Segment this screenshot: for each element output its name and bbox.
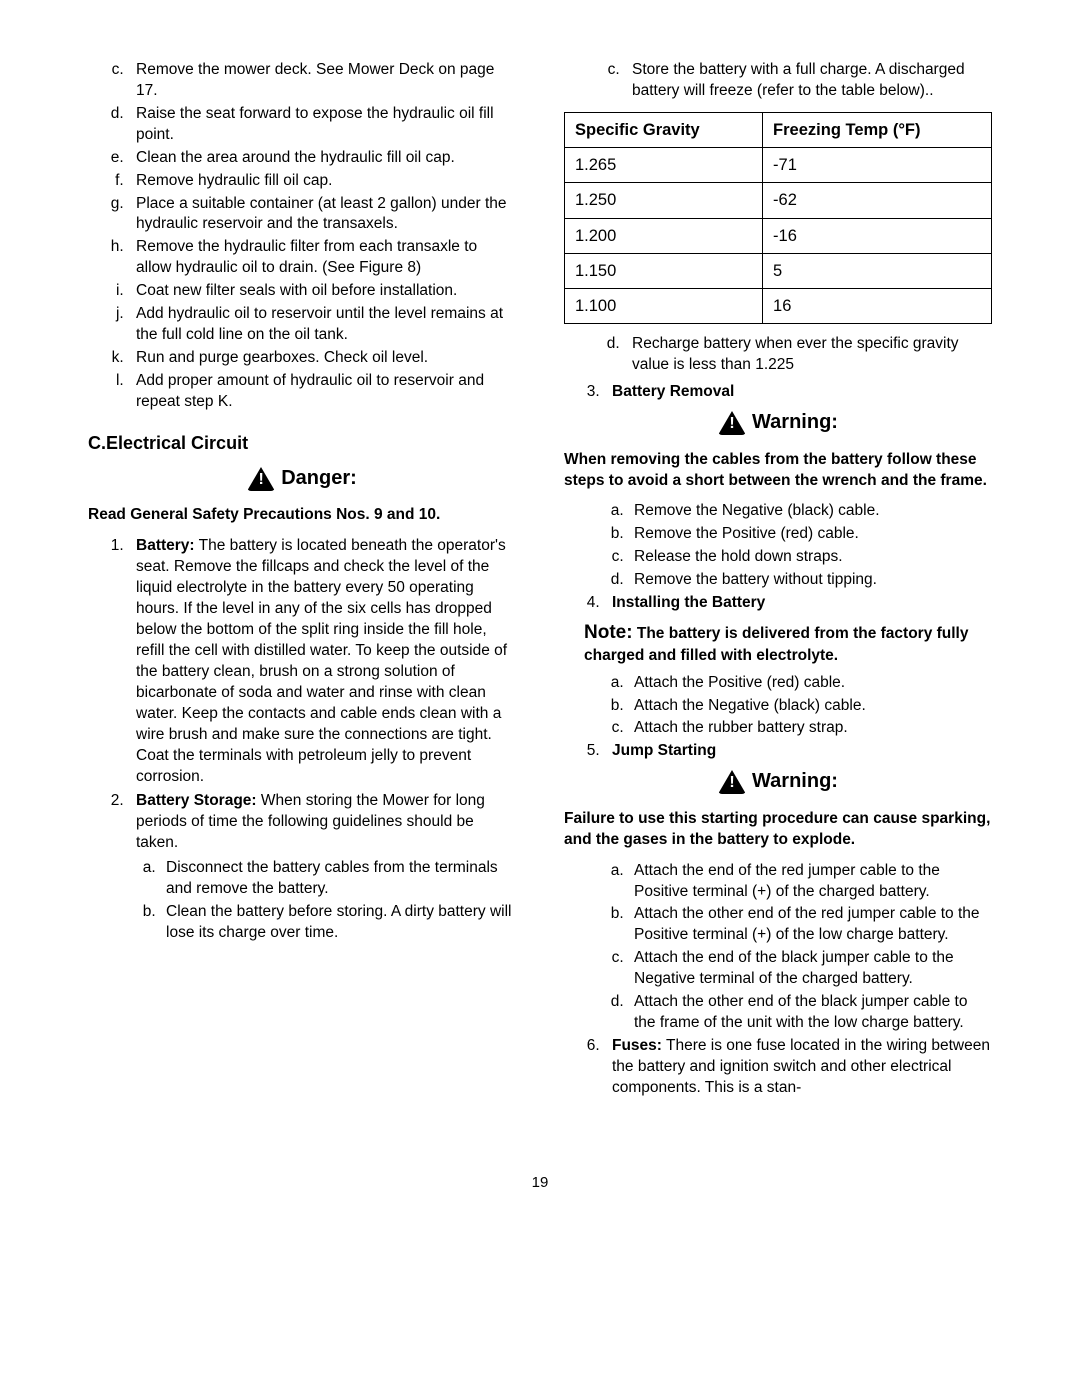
list-item: Remove the battery without tipping. [628, 570, 992, 591]
list-item: Attach the other end of the black jumper… [628, 992, 992, 1034]
cell: 1.250 [565, 183, 763, 218]
danger-callout: ! Danger: [88, 465, 516, 497]
item3: Battery Removal [604, 382, 992, 403]
list-item: Release the hold down straps. [628, 547, 992, 568]
table-row: 1.10016 [565, 289, 992, 324]
battery-lead: Battery: [136, 537, 195, 554]
freezing-temp-table: Specific Gravity Freezing Temp (°F) 1.26… [564, 112, 992, 325]
list-item: Remove the hydraulic filter from each tr… [128, 237, 516, 279]
page-number: 19 [0, 1173, 1080, 1223]
installing-section: Installing the Battery [564, 593, 992, 614]
warning-1-text: When removing the cables from the batter… [564, 450, 992, 492]
hydraulic-steps-list: Remove the mower deck. See Mower Deck on… [88, 60, 516, 413]
list-item: Remove the Negative (black) cable. [628, 501, 992, 522]
list-item: Remove the Positive (red) cable. [628, 524, 992, 545]
battery-removal-section: Battery Removal [564, 382, 992, 403]
fuses-section: Fuses: There is one fuse located in the … [564, 1036, 992, 1099]
list-item: Add hydraulic oil to reservoir until the… [128, 304, 516, 346]
fuses-text: There is one fuse located in the wiring … [612, 1037, 990, 1096]
item5: Jump Starting [604, 741, 992, 762]
danger-icon: ! [247, 467, 275, 491]
jump-starting-heading: Jump Starting [612, 742, 716, 759]
list-item: Clean the battery before storing. A dirt… [160, 902, 516, 944]
list-item: Attach the rubber battery strap. [628, 718, 992, 739]
table-row: 1.200-16 [565, 218, 992, 253]
warning-label: Warning: [752, 409, 838, 436]
battery-storage-lead: Battery Storage: [136, 792, 257, 809]
warning-icon: ! [718, 770, 746, 794]
list-item-battery-storage: Battery Storage: When storing the Mower … [128, 791, 516, 943]
list-item: Raise the seat forward to expose the hyd… [128, 104, 516, 146]
fuses-lead: Fuses: [612, 1037, 662, 1054]
jump-steps: Attach the end of the red jumper cable t… [604, 861, 992, 1034]
battery-info-list: Battery: The battery is located beneath … [88, 536, 516, 944]
list-item: Coat new filter seals with oil before in… [128, 281, 516, 302]
cell: 5 [763, 253, 992, 288]
item6: Fuses: There is one fuse located in the … [604, 1036, 992, 1099]
right-column: Store the battery with a full charge. A … [564, 60, 992, 1103]
removal-steps: Remove the Negative (black) cable. Remov… [604, 501, 992, 591]
storage-continue-list-d: Recharge battery when ever the specific … [584, 334, 992, 376]
storage-continue-list: Store the battery with a full charge. A … [584, 60, 992, 102]
table-row: 1.250-62 [565, 183, 992, 218]
list-item: Clean the area around the hydraulic fill… [128, 148, 516, 169]
note-paragraph: Note: The battery is delivered from the … [584, 620, 992, 667]
list-item: Remove hydraulic fill oil cap. [128, 171, 516, 192]
list-item: Disconnect the battery cables from the t… [160, 858, 516, 900]
cell: -62 [763, 183, 992, 218]
warning-2-text: Failure to use this starting procedure c… [564, 809, 992, 851]
cell: 1.100 [565, 289, 763, 324]
left-column: Remove the mower deck. See Mower Deck on… [88, 60, 516, 1103]
list-item: Attach the other end of the red jumper c… [628, 904, 992, 946]
list-item-battery: Battery: The battery is located beneath … [128, 536, 516, 787]
table-row: 1.1505 [565, 253, 992, 288]
battery-removal-heading: Battery Removal [612, 383, 734, 400]
cell: -16 [763, 218, 992, 253]
list-item: Add proper amount of hydraulic oil to re… [128, 371, 516, 413]
item4: Installing the Battery [604, 593, 992, 614]
warning-label-2: Warning: [752, 768, 838, 795]
note-lead: Note: [584, 622, 633, 643]
list-item: Place a suitable container (at least 2 g… [128, 194, 516, 236]
safety-precautions-text: Read General Safety Precautions Nos. 9 a… [88, 505, 516, 526]
list-item: Remove the mower deck. See Mower Deck on… [128, 60, 516, 102]
danger-label: Danger: [281, 465, 357, 492]
table-header-gravity: Specific Gravity [565, 112, 763, 147]
cell: 1.150 [565, 253, 763, 288]
list-item: Attach the end of the black jumper cable… [628, 948, 992, 990]
battery-text: The battery is located beneath the opera… [136, 537, 507, 784]
cell: 16 [763, 289, 992, 324]
cell: -71 [763, 148, 992, 183]
warning-callout-1: ! Warning: [564, 409, 992, 441]
jump-starting-section: Jump Starting [564, 741, 992, 762]
install-steps: Attach the Positive (red) cable. Attach … [604, 673, 992, 740]
list-item: Recharge battery when ever the specific … [624, 334, 992, 376]
warning-callout-2: ! Warning: [564, 768, 992, 800]
list-item: Run and purge gearboxes. Check oil level… [128, 348, 516, 369]
installing-battery-heading: Installing the Battery [612, 594, 765, 611]
list-item: Attach the Positive (red) cable. [628, 673, 992, 694]
list-item: Attach the end of the red jumper cable t… [628, 861, 992, 903]
page-body: Remove the mower deck. See Mower Deck on… [0, 0, 1080, 1143]
section-heading-electrical: C.Electrical Circuit [88, 431, 516, 455]
list-item: Attach the Negative (black) cable. [628, 696, 992, 717]
cell: 1.265 [565, 148, 763, 183]
cell: 1.200 [565, 218, 763, 253]
warning-icon: ! [718, 411, 746, 435]
table-row: 1.265-71 [565, 148, 992, 183]
list-item: Store the battery with a full charge. A … [624, 60, 992, 102]
note-rest: The battery is delivered from the factor… [584, 625, 968, 664]
table-header-temp: Freezing Temp (°F) [763, 112, 992, 147]
storage-substeps: Disconnect the battery cables from the t… [136, 858, 516, 944]
